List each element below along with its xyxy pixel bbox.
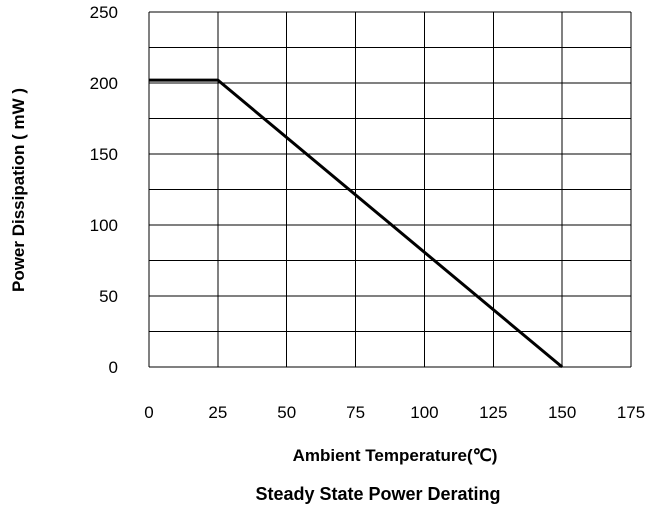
x-tick-label: 75	[346, 403, 365, 422]
y-tick-label: 250	[90, 3, 118, 22]
x-axis-title: Ambient Temperature(℃)	[293, 446, 498, 465]
y-tick-label: 200	[90, 74, 118, 93]
x-tick-label: 100	[410, 403, 438, 422]
x-tick-label: 25	[208, 403, 227, 422]
y-tick-label: 0	[109, 358, 118, 377]
x-tick-label: 50	[277, 403, 296, 422]
x-axis-ticks: 0 25 50 75 100 125 150 175	[144, 403, 645, 422]
y-tick-label: 50	[99, 287, 118, 306]
chart-title: Steady State Power Derating	[255, 484, 500, 504]
plot-grid	[148, 11, 632, 368]
y-tick-label: 100	[90, 216, 118, 235]
x-tick-label: 150	[548, 403, 576, 422]
series-line	[149, 78, 564, 369]
y-tick-label: 150	[90, 145, 118, 164]
y-axis-title: Power Dissipation ( mW )	[9, 88, 28, 292]
x-tick-label: 175	[617, 403, 645, 422]
x-tick-label: 125	[479, 403, 507, 422]
y-axis-ticks: 0 50 100 150 200 250	[90, 3, 118, 377]
x-tick-label: 0	[144, 403, 153, 422]
series-layer	[149, 78, 564, 369]
